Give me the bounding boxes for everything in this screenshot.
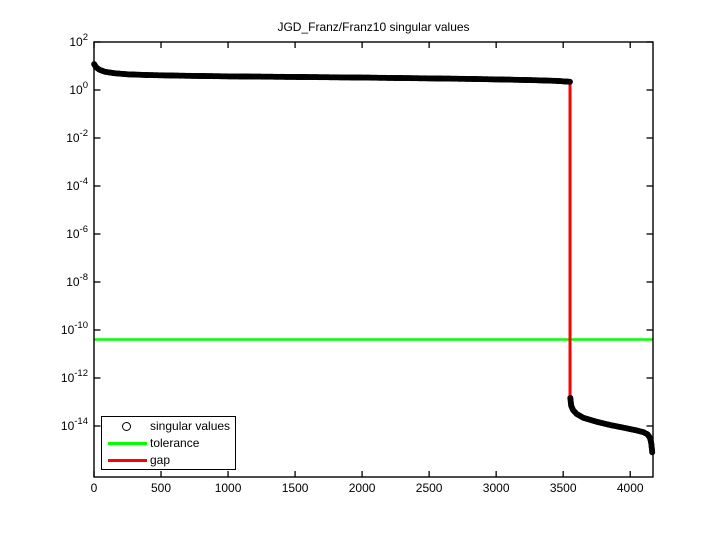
x-tick-label: 3500 bbox=[550, 481, 577, 495]
x-tick-label: 2500 bbox=[416, 481, 443, 495]
x-tick-labels: 0 500 1000 1500 2000 2500 3000 3500 4000 bbox=[91, 481, 644, 495]
y-tick-labels: 102 100 10-2 10-4 10-6 10-8 10-10 10-12 10-14 bbox=[61, 32, 88, 433]
legend-label-singular-values: singular values bbox=[150, 419, 231, 433]
data-marker bbox=[649, 449, 656, 456]
legend-symbol-cell bbox=[102, 458, 150, 462]
x-tick-label: 1000 bbox=[215, 481, 242, 495]
x-tick-label: 1500 bbox=[282, 481, 309, 495]
series-layer bbox=[91, 61, 656, 456]
y-tick-label: 10-12 bbox=[61, 368, 88, 385]
x-tick-label: 0 bbox=[91, 481, 98, 495]
legend-symbol-cell bbox=[102, 441, 150, 445]
legend-label-tolerance: tolerance bbox=[150, 436, 200, 450]
legend-row-singular-values: singular values bbox=[102, 418, 235, 435]
y-tick-label: 10-10 bbox=[61, 320, 88, 337]
y-ticks bbox=[94, 41, 653, 427]
y-tick-label: 100 bbox=[69, 80, 88, 97]
y-tick-label: 10-14 bbox=[61, 416, 88, 433]
y-tick-label: 10-2 bbox=[66, 128, 88, 145]
legend-box: singular values tolerance gap bbox=[101, 416, 236, 470]
legend-label-gap: gap bbox=[150, 453, 171, 467]
singular-values-marker-icon bbox=[122, 421, 131, 431]
x-ticks bbox=[93, 42, 631, 477]
x-tick-label: 4000 bbox=[617, 481, 644, 495]
y-tick-label: 10-8 bbox=[66, 272, 88, 289]
tolerance-line-icon bbox=[108, 441, 147, 445]
gap-line-icon bbox=[108, 458, 147, 462]
y-tick-label: 102 bbox=[69, 32, 88, 49]
legend-row-tolerance: tolerance bbox=[102, 435, 235, 452]
legend-symbol-cell bbox=[102, 421, 150, 431]
chart-title: JGD_Franz/Franz10 singular values bbox=[277, 20, 470, 34]
x-tick-label: 2000 bbox=[349, 481, 376, 495]
x-tick-label: 3000 bbox=[483, 481, 510, 495]
legend-row-gap: gap bbox=[102, 452, 235, 469]
data-marker bbox=[567, 78, 573, 85]
y-tick-label: 10-6 bbox=[66, 224, 88, 241]
y-tick-label: 10-4 bbox=[66, 176, 88, 193]
axes-box bbox=[93, 41, 654, 478]
x-tick-label: 500 bbox=[151, 481, 171, 495]
singular-values-series bbox=[91, 61, 656, 456]
